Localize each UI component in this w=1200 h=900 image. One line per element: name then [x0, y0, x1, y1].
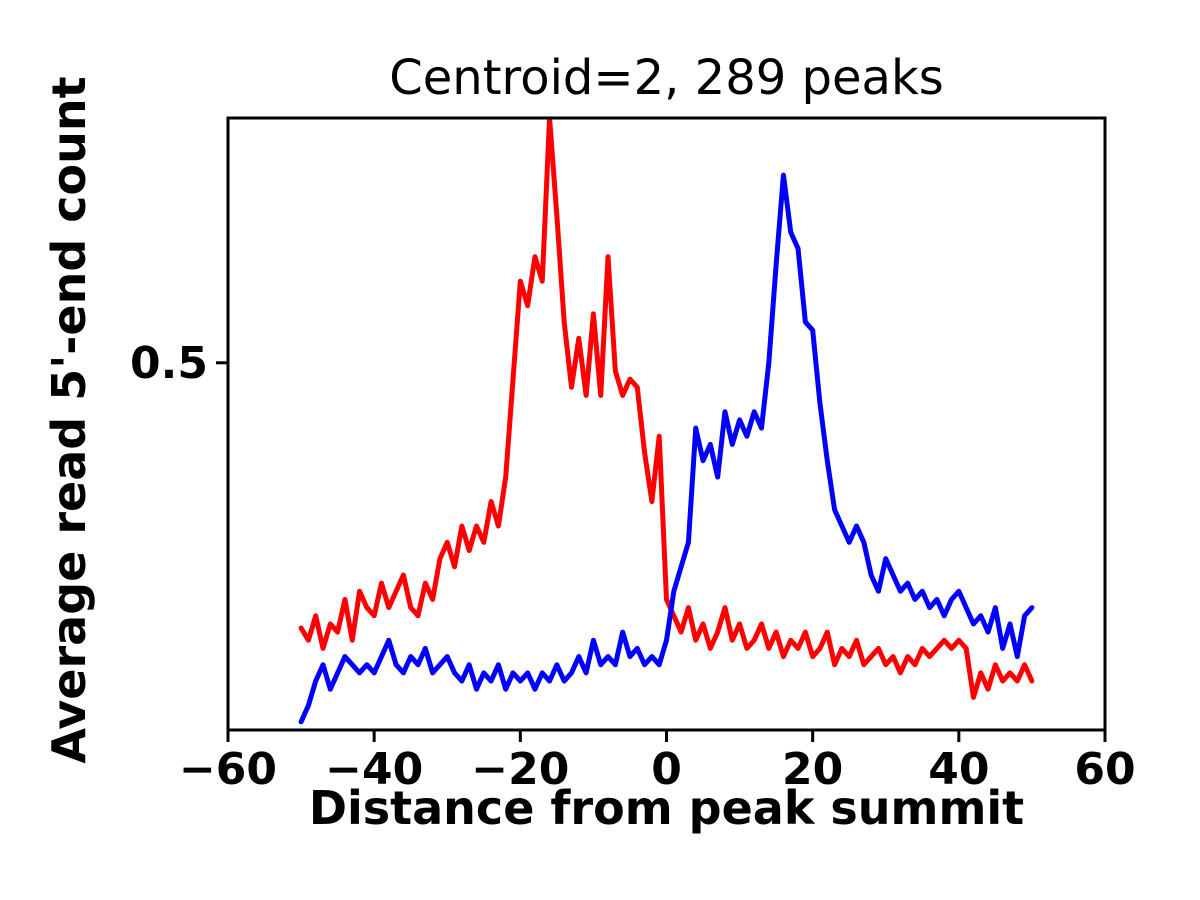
x-tick-label: −60 [179, 744, 277, 795]
y-tick-label: 0.5 [130, 338, 208, 389]
x-tick-label: −20 [471, 744, 569, 795]
y-axis-label: Average read 5'-end count [42, 76, 96, 764]
chart-title: Centroid=2, 289 peaks [389, 50, 944, 106]
series-blue-profile [298, 172, 1035, 725]
x-tick-label: 60 [1074, 744, 1135, 795]
x-tick-label: 0 [651, 744, 682, 795]
x-axis-label: Distance from peak summit [308, 781, 1025, 835]
x-tick-label: 20 [782, 744, 843, 795]
series-red-profile [298, 118, 1035, 700]
x-tick-label: 40 [928, 744, 989, 795]
x-tick-label: −40 [325, 744, 423, 795]
